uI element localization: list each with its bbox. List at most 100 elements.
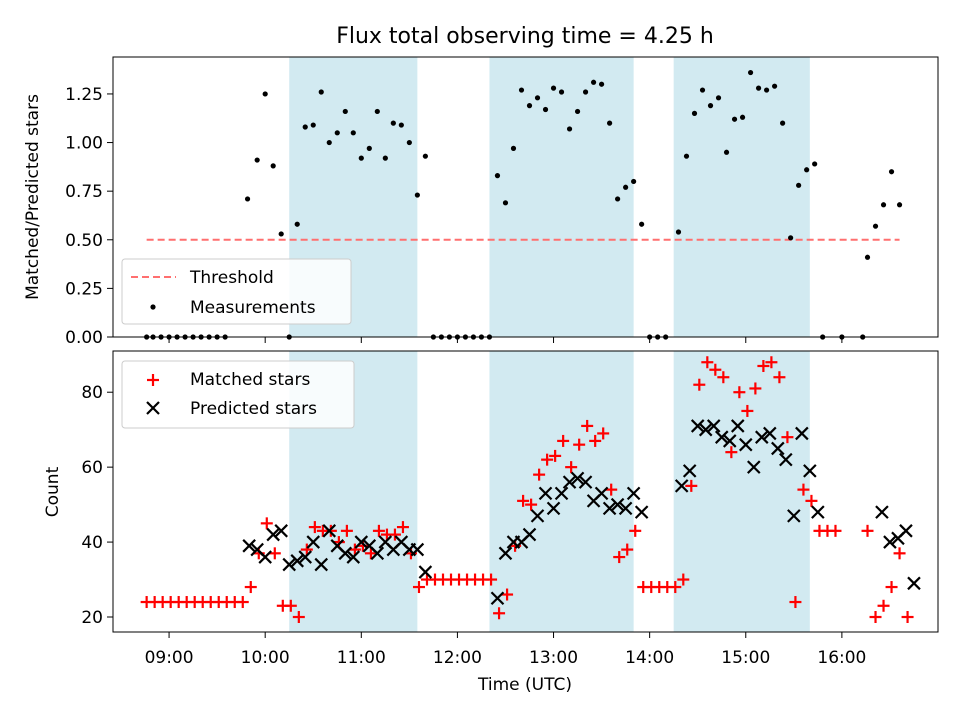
x-stroke-2 <box>242 539 256 553</box>
count-panel: 20 40 60 80 09:00 10:00 11:00 12:00 13:00 14:00 1… <box>43 350 939 695</box>
x-stroke-2 <box>698 422 713 437</box>
measurement-point <box>631 178 637 185</box>
predicted-star-point <box>795 426 809 441</box>
x-stroke-2 <box>610 497 625 512</box>
count-x-tick-label: 12:00 <box>433 648 482 668</box>
matched-star-point <box>717 371 730 384</box>
x-stroke-2 <box>730 419 745 433</box>
measurement-point <box>607 120 613 126</box>
measurement-point <box>326 139 332 146</box>
predicted-star-point <box>682 464 697 478</box>
x-stroke-2 <box>714 430 729 444</box>
matched-star-point <box>493 607 506 620</box>
x-stroke-2 <box>899 524 913 538</box>
predicted-star-point <box>338 546 353 561</box>
predicted-star-point <box>418 565 433 579</box>
shaded-band-2 <box>489 351 634 632</box>
matched-star-point <box>765 356 778 369</box>
predicted-star-point <box>730 419 745 433</box>
x-stroke-2 <box>771 441 785 456</box>
predicted-star-point <box>698 422 713 437</box>
matched-star-point <box>485 573 498 586</box>
matched-star-point <box>388 528 401 541</box>
x-stroke-2 <box>618 501 633 516</box>
x-stroke-2 <box>570 471 585 486</box>
matched-star-point <box>501 588 514 601</box>
predicted-star-point <box>706 419 721 433</box>
matched-star-point <box>533 468 546 481</box>
matched-star-point <box>300 543 313 556</box>
legend-threshold-label: Threshold <box>189 268 274 288</box>
matched-star-point <box>621 543 634 556</box>
measurement-point <box>398 122 404 128</box>
legend-predicted-label: Predicted stars <box>190 399 317 419</box>
predicted-star-point <box>674 479 689 493</box>
measurement-point <box>244 196 251 202</box>
measurement-point <box>502 200 509 206</box>
measurement-point <box>390 120 396 126</box>
predicted-star-point <box>322 524 337 538</box>
count-axes-frame <box>112 350 939 633</box>
shaded-band-3 <box>673 351 810 632</box>
measurement-point <box>582 89 589 95</box>
x-stroke-2 <box>330 539 345 553</box>
measurement-point <box>350 130 356 136</box>
x-stroke-2 <box>354 535 369 549</box>
matched-points <box>140 356 914 624</box>
measurement-point <box>270 163 276 169</box>
count-y-tick-label: 20 <box>81 608 103 628</box>
matched-star-point <box>757 359 770 372</box>
predicted-star-point <box>306 535 321 549</box>
predicted-star-point <box>626 486 641 501</box>
measurement-point <box>574 108 581 115</box>
matched-star-point <box>869 611 882 624</box>
x-stroke-2 <box>250 542 264 557</box>
legend-measurements-label: Measurements <box>190 298 316 318</box>
ratio-y-tick-label: 0.75 <box>65 182 103 202</box>
measurement-point <box>755 85 762 91</box>
x-stroke-2 <box>779 452 793 467</box>
matched-star-point <box>260 517 273 530</box>
predicted-star-point <box>410 542 425 557</box>
x-stroke-2 <box>907 576 921 591</box>
measurement-point <box>510 145 517 151</box>
measurement-point <box>558 89 565 95</box>
measurement-point <box>374 108 380 115</box>
measurement-point <box>406 139 412 146</box>
predicted-star-point <box>242 539 256 553</box>
predicted-star-point <box>538 486 553 501</box>
ratio-panel: 0.00 0.25 0.50 0.75 1.00 1.25 Matched/Predict… <box>23 56 939 348</box>
x-stroke-2 <box>362 539 377 553</box>
predicted-star-point <box>811 505 825 519</box>
x-stroke-2 <box>738 437 753 452</box>
x-stroke-2 <box>522 527 537 542</box>
x-stroke-2 <box>682 464 697 478</box>
predicted-star-point <box>346 550 361 564</box>
matched-star-point <box>597 427 610 440</box>
measurement-point <box>699 87 706 93</box>
measurement-point <box>494 173 501 179</box>
matched-star-point <box>797 483 810 496</box>
measurement-point <box>358 155 364 161</box>
x-stroke-2 <box>722 434 737 448</box>
count-y-ticks: 20 40 60 80 <box>81 383 113 628</box>
count-x-ticks: 09:00 10:00 11:00 12:00 13:00 14:00 15:00 16:00 <box>145 632 866 668</box>
x-stroke-2 <box>763 426 777 441</box>
count-y-axis-label: Count <box>43 466 63 517</box>
x-stroke-2 <box>803 464 817 478</box>
measurement-point <box>675 229 682 235</box>
x-stroke-2 <box>498 546 513 561</box>
count-legend-box <box>121 360 355 429</box>
count-x-tick-label: 16:00 <box>817 648 866 668</box>
measurement-point <box>366 145 372 151</box>
matched-star-point <box>236 596 249 609</box>
predicted-star-point <box>578 475 593 489</box>
x-stroke-2 <box>378 535 393 549</box>
matched-star-point <box>877 599 890 612</box>
x-stroke-2 <box>811 505 825 519</box>
legend-predicted-swatch <box>146 401 160 415</box>
matched-star-point <box>396 521 409 534</box>
ratio-y-tick-label: 0.00 <box>65 328 103 348</box>
matched-star-point <box>805 494 818 507</box>
